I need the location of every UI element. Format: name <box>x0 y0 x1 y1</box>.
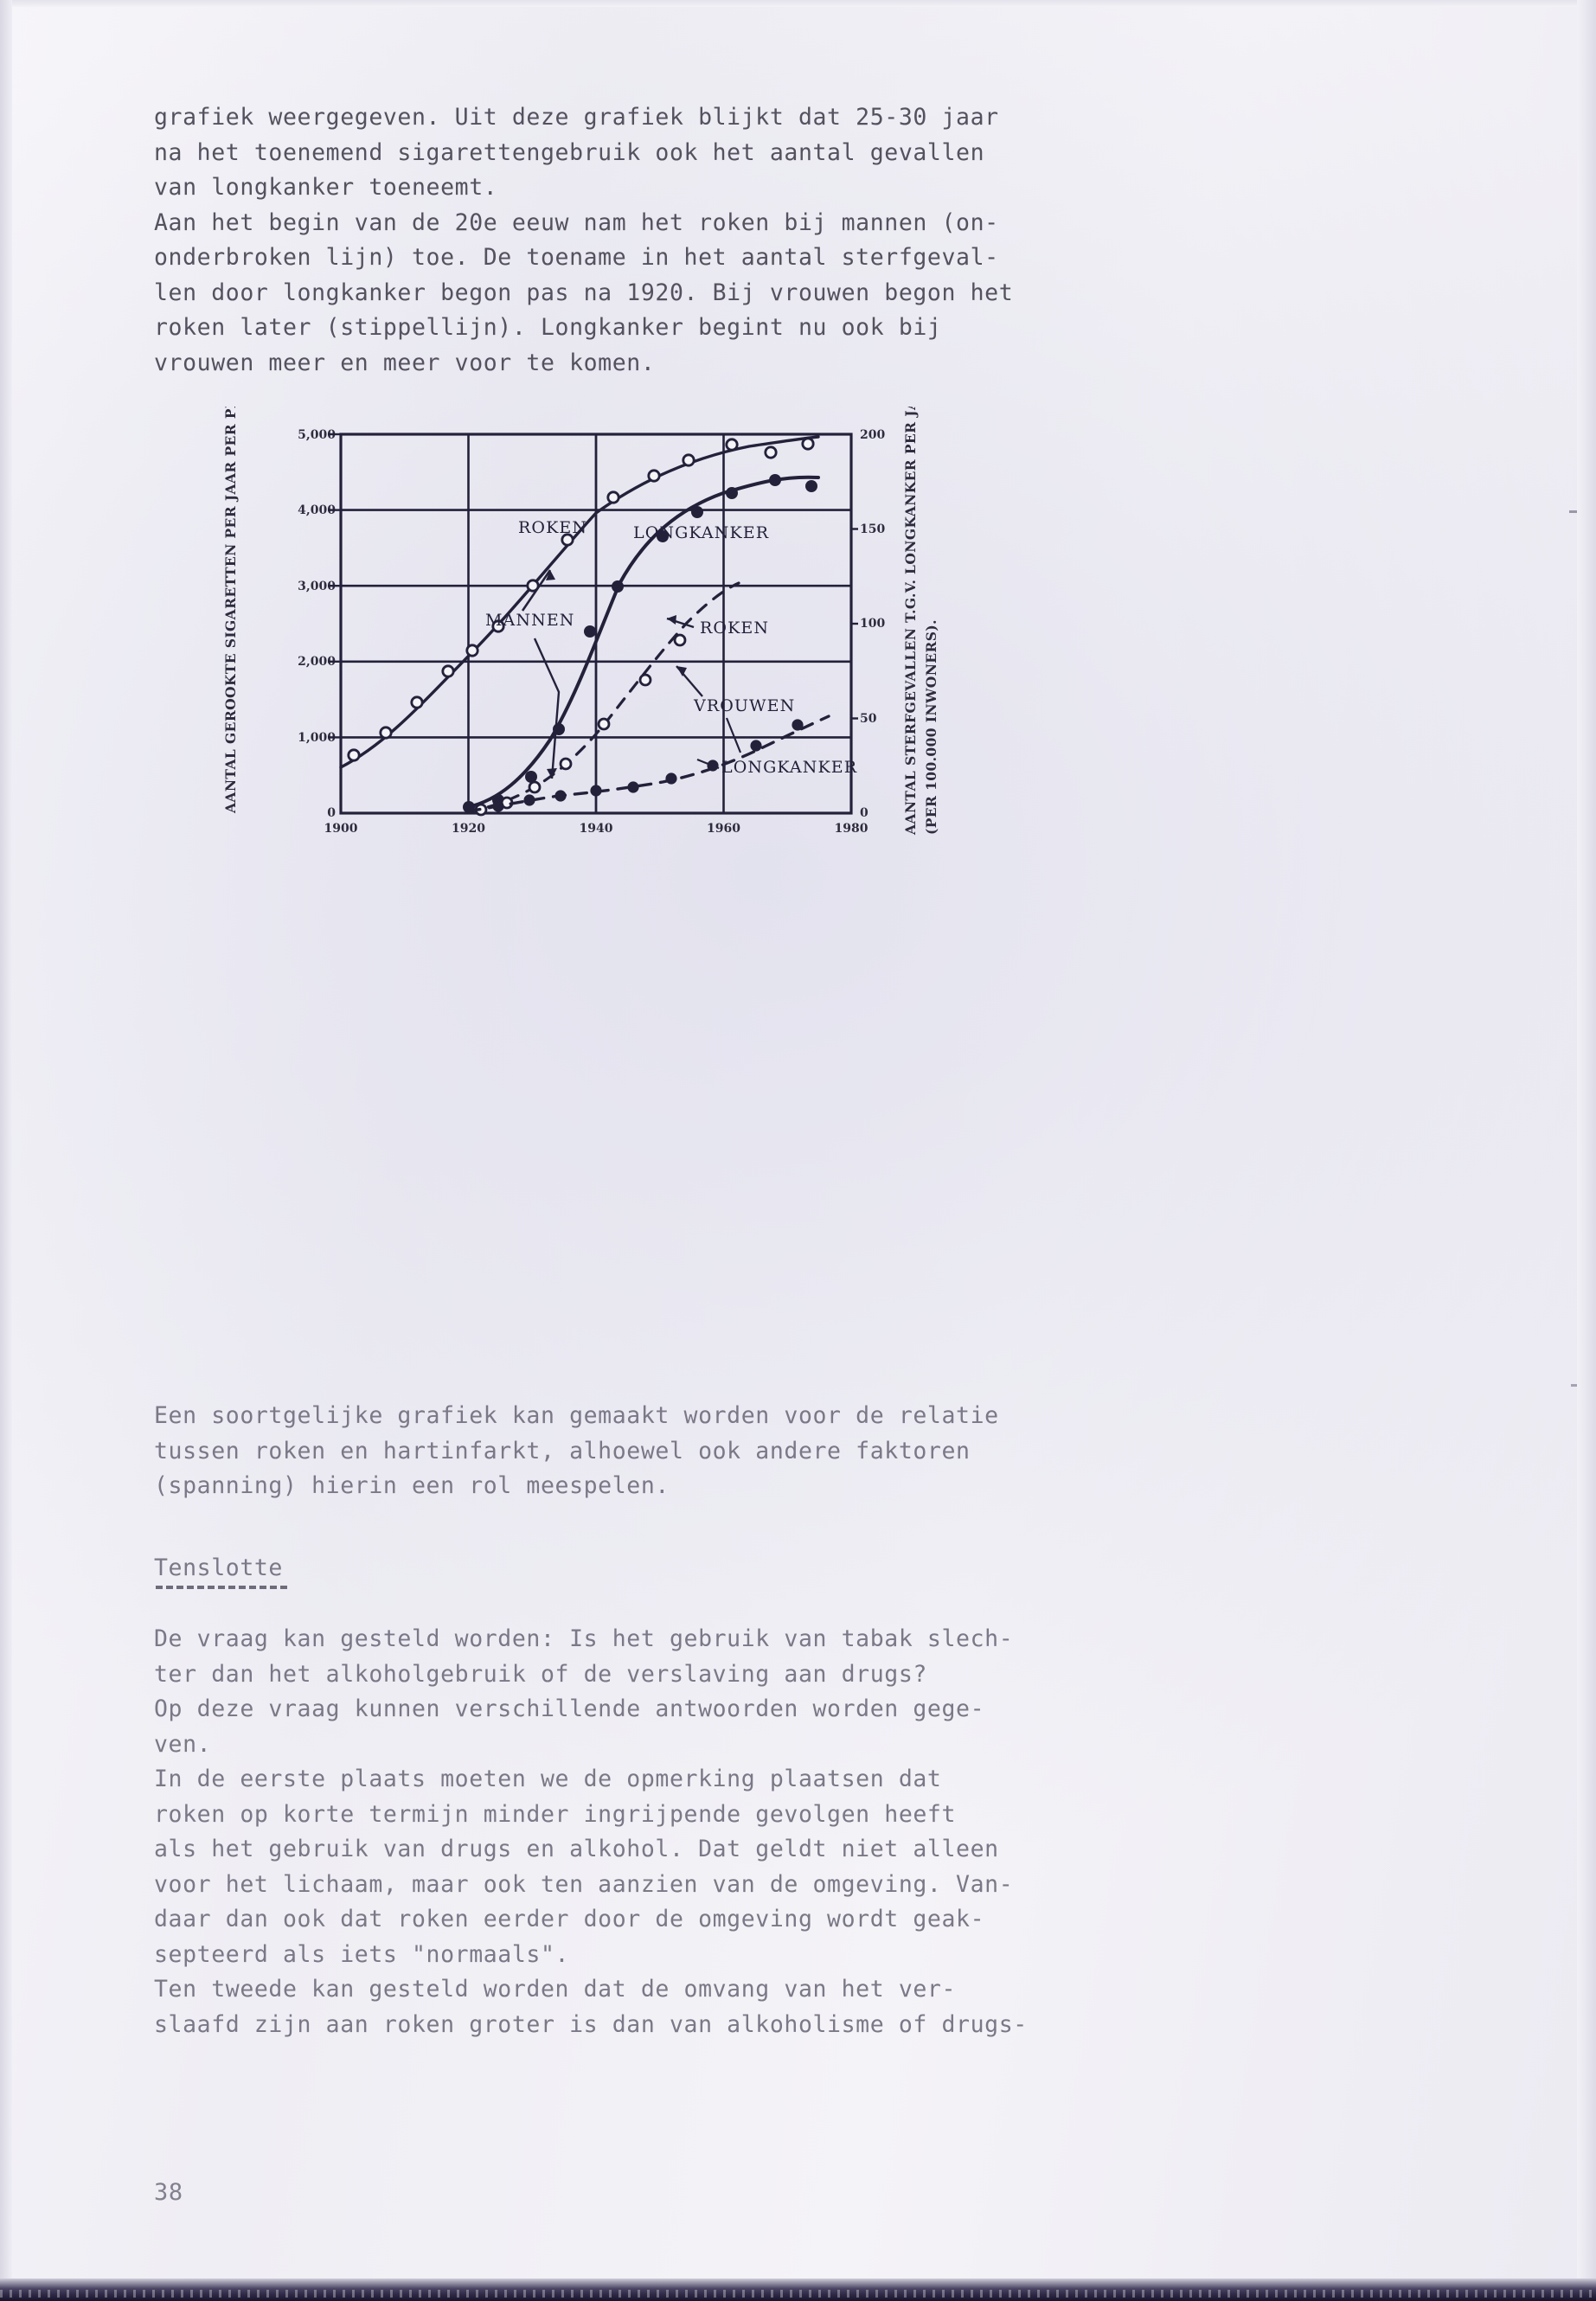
svg-text:1,000: 1,000 <box>298 731 336 745</box>
annotation-longkanker-mannen: LONGKANKER <box>633 523 769 542</box>
y-axis-left-ticks: 5,000 4,000 3,000 2,000 1,000 0 <box>298 428 341 820</box>
chart-svg: 5,000 4,000 3,000 2,000 1,000 0 200 150 … <box>222 407 939 836</box>
svg-text:2,000: 2,000 <box>298 655 336 669</box>
svg-text:0: 0 <box>327 806 336 820</box>
y-axis-right-ticks: 200 150 100 50 0 <box>851 428 885 820</box>
svg-text:1960: 1960 <box>707 822 740 836</box>
svg-text:50: 50 <box>860 712 877 726</box>
svg-text:5,000: 5,000 <box>298 428 336 442</box>
chart-grid <box>339 433 853 815</box>
paragraph-bottom: De vraag kan gesteld worden: Is het gebr… <box>154 1625 1028 2038</box>
annotation-roken-mannen: ROKEN <box>518 518 587 537</box>
chart-annotations: ROKEN MANNEN LONGKANKER ROKEN VROUWEN <box>485 518 857 779</box>
scan-margin-mark-lower <box>1571 1384 1577 1387</box>
series-longkanker-vrouwen <box>466 715 830 813</box>
svg-text:1920: 1920 <box>452 822 485 836</box>
section-heading-underline <box>156 1586 287 1589</box>
series-roken-mannen <box>339 435 820 769</box>
section-heading: Tenslotte <box>154 1554 283 1581</box>
annotation-longkanker-vrouwen: LONGKANKER <box>721 758 857 777</box>
x-axis-ticks: 1900 1920 1940 1960 1980 <box>324 822 869 836</box>
paragraph-middle: Een soortgelijke grafiek kan gemaakt wor… <box>154 1402 999 1499</box>
scan-top-edge <box>0 0 1596 7</box>
annotation-vrouwen: VROUWEN <box>693 696 795 715</box>
svg-text:1900: 1900 <box>324 822 358 836</box>
svg-text:1940: 1940 <box>580 822 613 836</box>
svg-text:3,000: 3,000 <box>298 580 336 593</box>
y-axis-right-subtitle: (PER 100.000 INWONERS). <box>923 619 939 835</box>
page-number: 38 <box>154 2179 183 2206</box>
y-axis-left-title: AANTAL GEROOKTE SIGARETTEN PER JAAR PER … <box>222 407 239 814</box>
annotation-roken-vrouwen: ROKEN <box>700 619 769 638</box>
page-left-edge <box>0 0 12 2301</box>
svg-text:4,000: 4,000 <box>298 503 336 517</box>
paragraph-top: grafiek weergegeven. Uit deze grafiek bl… <box>154 104 1014 376</box>
svg-text:1980: 1980 <box>835 822 869 836</box>
svg-text:200: 200 <box>860 428 885 442</box>
page-right-edge <box>1577 0 1596 2301</box>
scan-margin-mark-upper <box>1569 510 1577 513</box>
svg-text:150: 150 <box>860 522 885 536</box>
svg-text:100: 100 <box>860 617 885 631</box>
smoking-lung-cancer-chart: 5,000 4,000 3,000 2,000 1,000 0 200 150 … <box>213 407 1026 865</box>
y-axis-right-title: AANTAL STERFGEVALLEN T.G.V. LONGKANKER P… <box>902 407 919 836</box>
svg-text:0: 0 <box>860 806 869 820</box>
annotation-mannen: MANNEN <box>485 611 575 630</box>
scan-bottom-edge <box>0 2279 1596 2301</box>
